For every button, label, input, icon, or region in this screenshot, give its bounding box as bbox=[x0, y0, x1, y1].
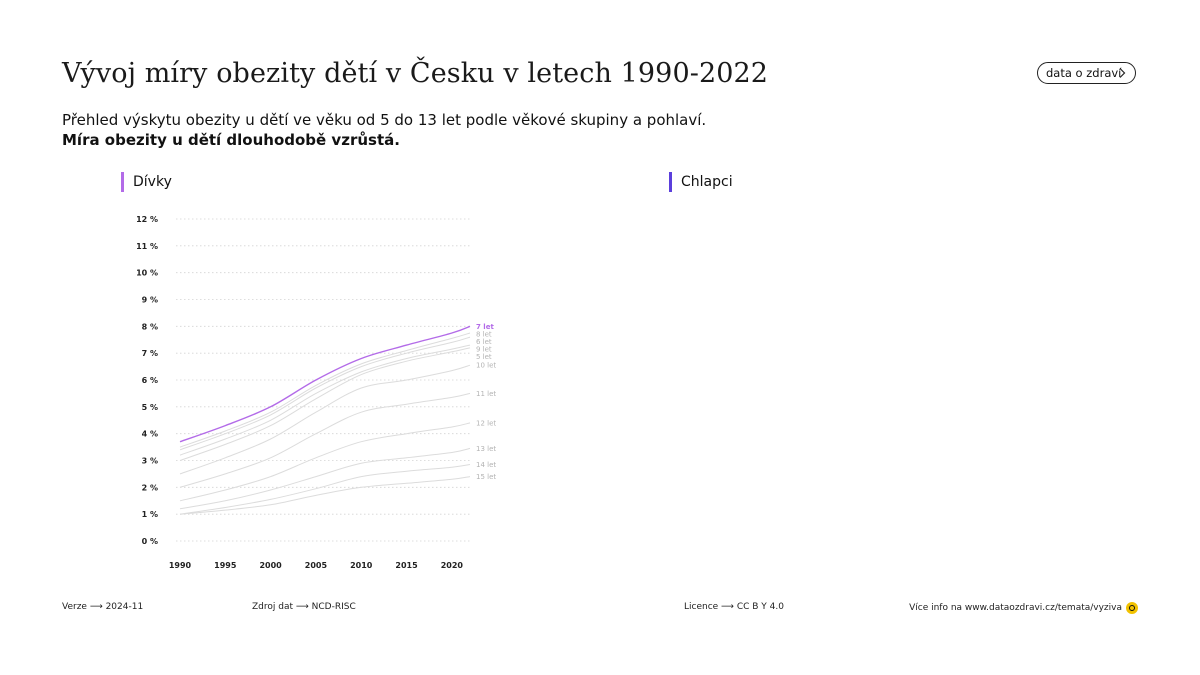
series-line bbox=[179, 422, 471, 502]
series-line bbox=[179, 476, 471, 515]
subtitle: Přehled výskytu obezity u dětí ve věku o… bbox=[62, 110, 706, 150]
x-tick-label: 1990 bbox=[169, 561, 192, 570]
series-label: 9 let bbox=[476, 345, 492, 353]
y-tick-label: 12 % bbox=[136, 215, 158, 224]
series-label: 15 let bbox=[476, 473, 496, 481]
series-label: 7 let bbox=[476, 323, 494, 331]
y-tick-label: 5 % bbox=[142, 403, 158, 412]
x-tick-label: 2005 bbox=[305, 561, 328, 570]
series-line bbox=[179, 364, 471, 475]
y-tick-label: 1 % bbox=[142, 510, 158, 519]
data-source: Zdroj dat ⟶ NCD-RISC bbox=[252, 602, 356, 612]
y-tick-label: 7 % bbox=[142, 349, 158, 358]
girls-chart: 0 % 1 % 2 % 3 % 4 % 5 % 6 % 7 % 8 % 9 % 10 % 11 % 12… bbox=[136, 215, 496, 570]
series-line bbox=[179, 332, 471, 448]
y-tick-label: 2 % bbox=[142, 483, 158, 492]
series-line bbox=[179, 447, 471, 510]
series-line bbox=[179, 464, 471, 515]
y-tick-label: 0 % bbox=[142, 537, 158, 546]
series-label: 8 let bbox=[476, 330, 492, 338]
y-tick-label: 8 % bbox=[142, 322, 158, 331]
series-label: 14 let bbox=[476, 461, 496, 469]
x-tick-label: 2010 bbox=[350, 561, 373, 570]
subtitle-text: Přehled výskytu obezity u dětí ve věku o… bbox=[62, 111, 707, 129]
x-tick-label: 2015 bbox=[395, 561, 418, 570]
series-line bbox=[179, 344, 471, 456]
data-o-zdravi-button[interactable]: data o zdraví bbox=[1037, 62, 1136, 84]
license-info: Licence ⟶ CC B Y 4.0 bbox=[684, 602, 784, 612]
series-label: 6 let bbox=[476, 338, 492, 346]
more-info-link[interactable]: Více info na www.dataozdravi.cz/temata/v… bbox=[909, 603, 1122, 613]
y-tick-label: 10 % bbox=[136, 269, 158, 278]
y-tick-label: 11 % bbox=[136, 242, 158, 251]
page-title: Vývoj míry obezity dětí v Česku v letech… bbox=[62, 58, 769, 89]
more-info: Více info na www.dataozdravi.cz/temata/v… bbox=[909, 602, 1138, 614]
girls-chart-title: Dívky bbox=[121, 172, 172, 192]
version-info: Verze ⟶ 2024-11 bbox=[62, 602, 144, 612]
series-line bbox=[179, 325, 471, 443]
chevron-right-icon bbox=[1119, 68, 1126, 78]
series-label: 11 let bbox=[476, 390, 496, 398]
logo-icon bbox=[1126, 602, 1138, 614]
series-line bbox=[179, 336, 471, 451]
boys-chart-title: Chlapci bbox=[669, 172, 733, 192]
button-label: data o zdraví bbox=[1046, 66, 1122, 80]
y-tick-label: 6 % bbox=[142, 376, 158, 385]
x-tick-label: 2000 bbox=[259, 561, 282, 570]
boys-chart: 0 % 1 % 2 % 3 % 4 % 5 % 6 % 7 % 8 % 9 % 10 % 11 % 12… bbox=[0, 205, 600, 580]
y-tick-label: 3 % bbox=[142, 457, 158, 466]
series-line bbox=[179, 347, 471, 461]
y-tick-label: 4 % bbox=[142, 430, 158, 439]
subtitle-highlight: Míra obezity u dětí dlouhodobě vzrůstá. bbox=[62, 131, 400, 149]
series-line bbox=[179, 392, 471, 488]
series-label: 5 let bbox=[476, 353, 492, 361]
y-tick-label: 9 % bbox=[142, 296, 158, 305]
series-label: 12 let bbox=[476, 419, 496, 427]
series-label: 13 let bbox=[476, 445, 496, 453]
x-tick-label: 1995 bbox=[214, 561, 237, 570]
series-label: 10 let bbox=[476, 362, 496, 370]
x-tick-label: 2020 bbox=[441, 561, 464, 570]
